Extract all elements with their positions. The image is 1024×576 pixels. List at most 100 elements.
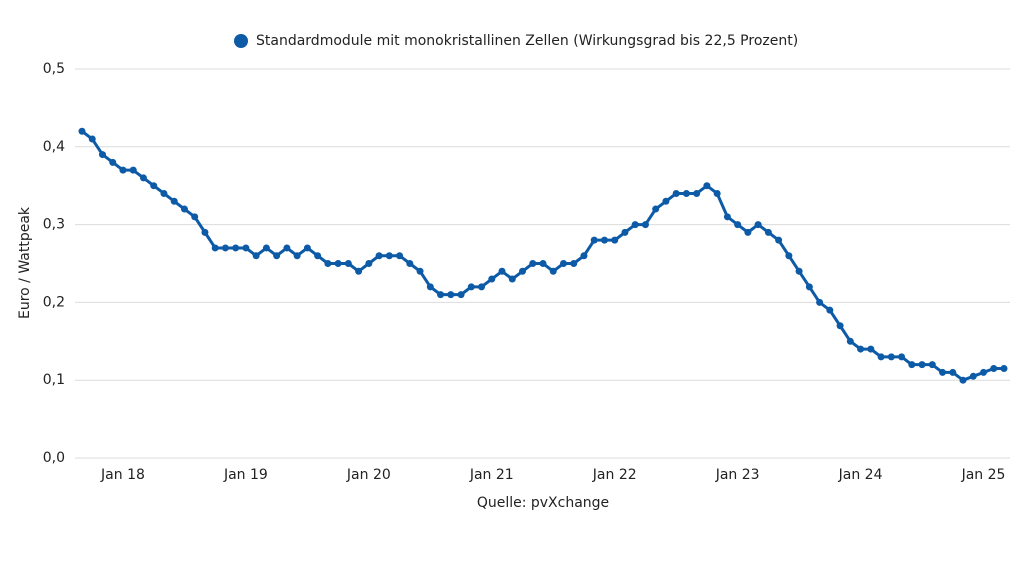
data-point — [980, 368, 988, 376]
data-point — [549, 267, 557, 275]
data-point — [703, 182, 711, 190]
data-point — [826, 306, 834, 314]
data-point — [324, 260, 332, 267]
data-point — [611, 236, 619, 244]
data-point — [1000, 365, 1008, 373]
data-point — [723, 213, 731, 221]
data-point — [846, 337, 854, 345]
data-point — [426, 283, 434, 291]
data-point — [887, 353, 895, 361]
data-point — [283, 244, 291, 252]
data-point — [785, 252, 793, 260]
data-point — [898, 353, 906, 361]
data-point — [508, 275, 516, 283]
data-point — [867, 345, 875, 353]
data-point — [365, 260, 373, 267]
data-point — [775, 236, 783, 244]
data-point — [631, 221, 639, 229]
y-tick-label: 0,4 — [43, 139, 65, 155]
data-point — [693, 189, 701, 197]
data-point — [805, 283, 813, 291]
y-tick-label: 0,5 — [43, 61, 65, 77]
data-point — [109, 158, 117, 166]
data-point — [211, 244, 219, 252]
data-point — [478, 283, 486, 291]
data-point — [949, 368, 957, 376]
data-point — [396, 252, 404, 260]
data-point — [273, 252, 281, 260]
data-point — [754, 221, 762, 229]
data-point — [590, 236, 598, 244]
data-point — [682, 189, 690, 197]
data-point — [467, 283, 475, 291]
data-point — [836, 322, 844, 330]
x-tick-label: Jan 20 — [346, 467, 391, 483]
x-tick-label: Jan 19 — [223, 467, 268, 483]
legend-marker — [234, 34, 248, 48]
data-point — [877, 353, 885, 361]
data-point — [734, 221, 742, 229]
data-point — [293, 252, 301, 260]
data-point — [221, 244, 229, 252]
data-point — [406, 260, 414, 267]
data-point — [191, 213, 199, 221]
data-point — [795, 267, 803, 275]
data-point — [170, 197, 178, 205]
data-point — [201, 228, 209, 236]
data-point — [447, 291, 455, 299]
y-tick-label: 0,1 — [43, 372, 65, 388]
data-point — [652, 205, 660, 213]
data-point — [242, 244, 250, 252]
data-point — [180, 205, 188, 213]
data-point — [519, 267, 527, 275]
y-tick-label: 0,3 — [43, 217, 65, 233]
data-point — [559, 260, 567, 267]
data-point — [314, 252, 322, 260]
data-point — [764, 228, 772, 236]
data-point — [857, 345, 865, 353]
data-point — [939, 368, 947, 376]
data-point — [918, 361, 926, 369]
data-point — [959, 376, 967, 384]
data-point — [457, 291, 465, 299]
x-tick-label: Jan 25 — [961, 467, 1006, 483]
data-point — [672, 189, 680, 197]
data-point — [262, 244, 270, 252]
data-point — [529, 260, 537, 267]
source-note: Quelle: pvXchange — [477, 495, 609, 511]
data-point — [621, 228, 629, 236]
y-tick-label: 0,2 — [43, 294, 65, 310]
data-point — [908, 361, 916, 369]
data-point — [119, 166, 127, 174]
data-point — [488, 275, 496, 283]
x-tick-label: Jan 24 — [838, 467, 883, 483]
data-point — [641, 221, 649, 229]
data-point — [580, 252, 588, 260]
data-point — [713, 189, 721, 197]
data-point — [129, 166, 137, 174]
data-point — [570, 260, 578, 267]
data-point — [303, 244, 311, 252]
x-tick-label: Jan 18 — [100, 467, 145, 483]
y-tick-label: 0,0 — [43, 450, 65, 466]
data-point — [334, 260, 342, 267]
data-point — [355, 267, 363, 275]
data-line — [81, 130, 1004, 382]
data-point — [437, 291, 445, 299]
data-point — [160, 189, 168, 197]
data-point — [969, 372, 977, 380]
legend-label: Standardmodule mit monokristallinen Zell… — [256, 33, 798, 49]
x-tick-label: Jan 23 — [715, 467, 760, 483]
data-point — [375, 252, 383, 260]
data-point — [744, 228, 752, 236]
data-point — [150, 182, 158, 190]
x-tick-label: Jan 21 — [469, 467, 514, 483]
data-point — [139, 174, 147, 182]
data-point — [232, 244, 240, 252]
data-point — [662, 197, 670, 205]
data-point — [344, 260, 352, 267]
data-point — [928, 361, 936, 369]
data-point — [539, 260, 547, 267]
data-point — [990, 365, 998, 373]
